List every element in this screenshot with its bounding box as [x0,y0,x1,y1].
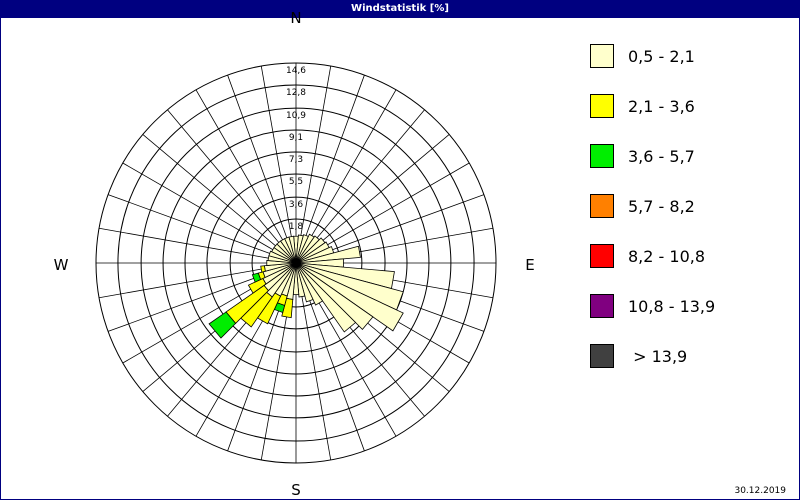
legend-swatch [590,244,614,268]
grid-spoke [299,65,332,242]
direction-label-n: N [290,9,301,27]
grid-spoke [303,283,365,452]
legend-label: 8,2 - 10,8 [628,247,706,266]
legend-swatch [590,44,614,68]
radial-tick-label: 7,3 [289,155,303,165]
grid-spoke [227,283,289,452]
grid-spoke [98,227,275,260]
grid-spoke [314,162,470,253]
legend-label: 0,5 - 2,1 [628,47,695,66]
legend-item: 5,7 - 8,2 [590,194,790,222]
grid-spoke [312,134,450,250]
sector-260-class-2 [260,265,266,273]
sector-230-class-3 [208,311,237,339]
radial-tick-label: 14,6 [286,66,306,76]
grid-spoke [227,74,289,243]
radial-tick-label: 3,6 [289,200,304,210]
radial-tick-label: 5,5 [289,177,303,187]
legend-swatch [590,344,614,368]
legend-swatch [590,294,614,318]
legend-label: 10,8 - 13,9 [628,297,716,316]
grid-spoke [306,89,397,245]
grid-spoke [167,109,283,247]
grid-spoke [98,266,275,299]
grid-spoke [107,270,276,332]
legend-label: 2,1 - 3,6 [628,97,695,116]
legend-label: 3,6 - 5,7 [628,147,695,166]
legend-item: > 13,9 [590,344,790,372]
legend-item: 0,5 - 2,1 [590,44,790,72]
direction-label-s: S [291,481,301,499]
grid-spoke [260,65,293,242]
legend-label: > 13,9 [628,347,688,366]
sector-240-class-2 [247,277,267,294]
grid-spoke [195,89,286,245]
legend-swatch [590,94,614,118]
grid-spoke [309,109,425,247]
legend-item: 2,1 - 3,6 [590,94,790,122]
sector-250-class-3 [251,272,262,283]
radial-tick-label: 12,8 [286,88,306,98]
legend-label: 5,7 - 8,2 [628,197,695,216]
radial-tick-label: 10,9 [286,111,306,121]
legend-item: 8,2 - 10,8 [590,244,790,272]
legend-swatch [590,194,614,218]
grid-spoke [107,194,276,256]
sector-350-class-1 [288,235,297,264]
direction-label-e: E [525,256,534,274]
legend-swatch [590,144,614,168]
direction-label-w: W [54,256,69,274]
legend-item: 10,8 - 13,9 [590,294,790,322]
date-label: 30.12.2019 [734,486,786,496]
legend-item: 3,6 - 5,7 [590,144,790,172]
sector-190-class-2 [281,297,294,319]
title-bar: Windstatistik [%] [0,0,800,18]
grid-spoke [316,194,485,256]
grid-spoke [303,74,365,243]
radial-tick-label: 1,8 [289,222,304,232]
grid-spoke [122,162,278,253]
grid-spoke [306,281,397,437]
grid-spoke [299,284,332,461]
grid-spoke [142,134,280,250]
radial-tick-label: 9,1 [289,133,303,143]
